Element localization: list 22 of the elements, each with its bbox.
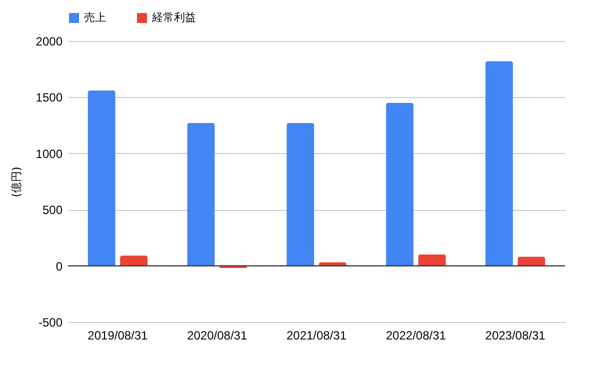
x-tick-label: 2019/08/31 bbox=[88, 328, 148, 342]
x-tick-label: 2023/08/31 bbox=[485, 328, 546, 342]
bar bbox=[120, 256, 148, 266]
x-tick-label: 2022/08/31 bbox=[386, 328, 446, 342]
bar bbox=[386, 102, 414, 266]
y-tick-label: 2000 bbox=[36, 34, 63, 48]
x-tick-label: 2021/08/31 bbox=[286, 328, 347, 342]
y-tick-label: 1500 bbox=[36, 90, 63, 105]
y-tick-label: 500 bbox=[42, 203, 63, 218]
y-tick-label: 1000 bbox=[36, 146, 63, 161]
bar bbox=[518, 256, 546, 266]
bar bbox=[485, 61, 513, 266]
bar bbox=[418, 254, 446, 266]
legend-label: 経常利益 bbox=[151, 11, 196, 24]
legend-label: 売上 bbox=[84, 11, 106, 24]
y-tick-label: 0 bbox=[56, 259, 63, 274]
bar bbox=[286, 123, 314, 266]
x-tick-label: 2020/08/31 bbox=[187, 328, 248, 342]
y-axis-title: (億円) bbox=[10, 166, 23, 198]
bar bbox=[88, 90, 116, 266]
bar bbox=[187, 123, 215, 266]
y-tick-label: -500 bbox=[38, 316, 63, 330]
